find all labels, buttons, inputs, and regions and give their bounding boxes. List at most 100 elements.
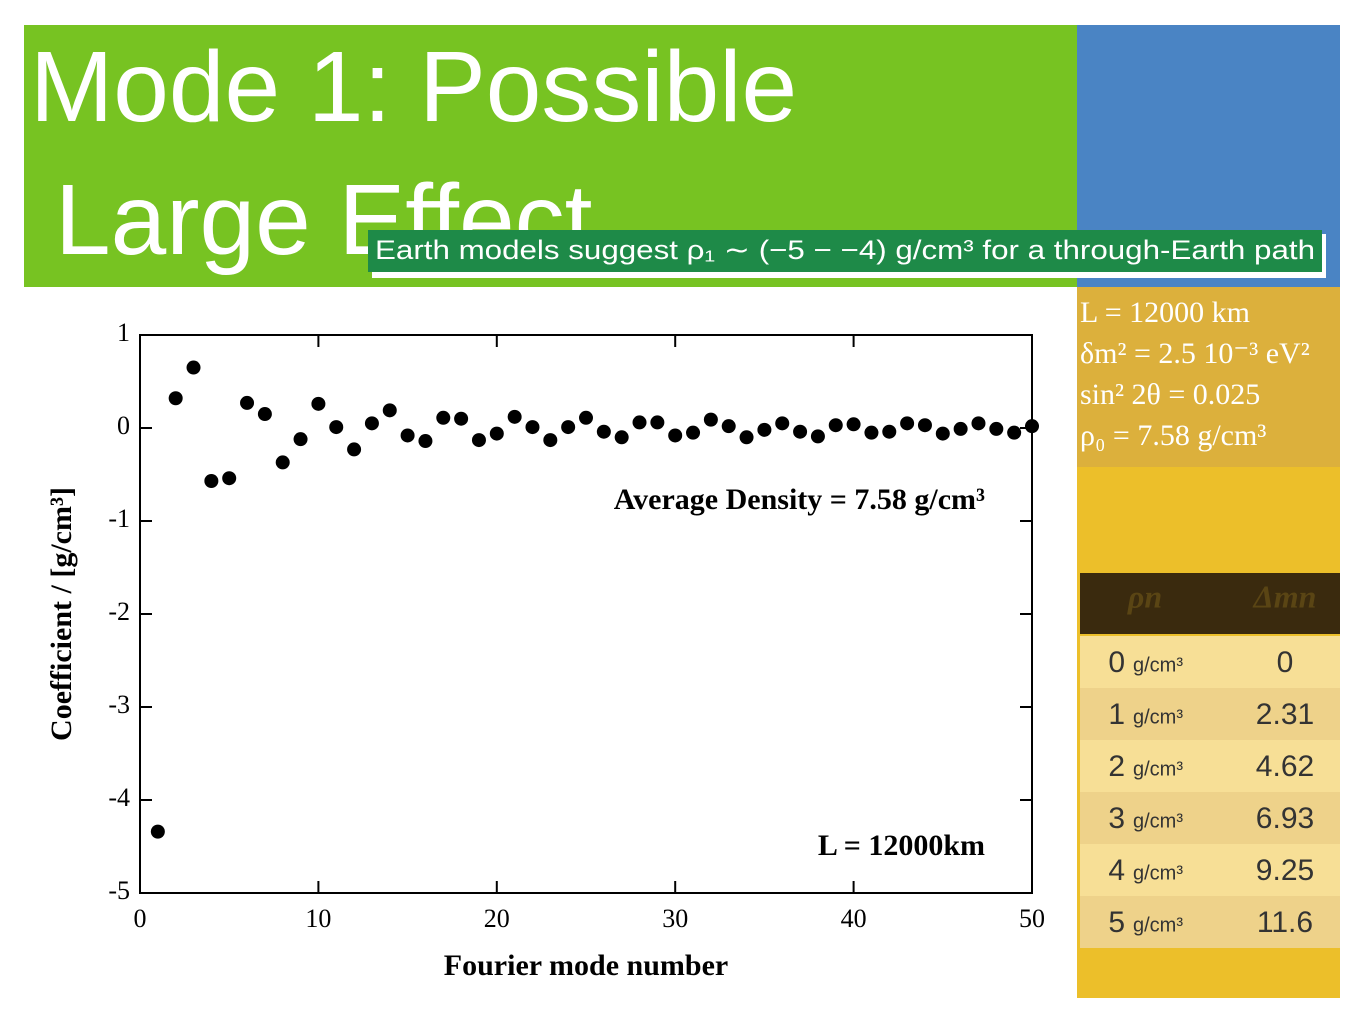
y-tick-label: -2: [108, 597, 130, 626]
table-cell: g/cm³: [1133, 862, 1183, 884]
point: [596, 424, 611, 439]
point: [418, 434, 433, 449]
parameter: δm² = 2.5 10⁻³ eV²: [1080, 337, 1310, 370]
point: [846, 417, 861, 432]
table-cell: 2: [1108, 750, 1125, 783]
parameter: sin² 2θ = 0.025: [1080, 378, 1260, 411]
table-header-cell: Δmn: [1252, 578, 1317, 614]
table-cell: 4.62: [1256, 750, 1314, 783]
x-tick-label: 0: [134, 904, 147, 933]
point: [1025, 419, 1039, 434]
point: [186, 360, 201, 375]
point: [525, 420, 540, 435]
table-cell: 9.25: [1256, 854, 1314, 887]
x-tick-label: 10: [305, 904, 331, 933]
y-tick-label: -5: [108, 876, 130, 905]
point: [864, 425, 879, 440]
point: [793, 424, 808, 439]
annotation: Average Density = 7.58 g/cm³: [614, 483, 985, 516]
point: [828, 418, 843, 433]
banner: [368, 230, 1322, 272]
table-cell: 2.31: [1256, 698, 1314, 731]
point: [311, 396, 326, 411]
point: [543, 433, 558, 448]
y-tick-label: -3: [108, 690, 130, 719]
table-cell: 1: [1108, 698, 1125, 731]
point: [686, 425, 701, 440]
point: [757, 422, 772, 437]
point: [971, 416, 986, 431]
point: [240, 395, 255, 410]
table-header: [1080, 573, 1340, 634]
table-cell: 11.6: [1257, 906, 1313, 939]
point: [882, 424, 897, 439]
point: [668, 428, 683, 443]
table-cell: g/cm³: [1133, 914, 1183, 936]
point: [222, 471, 237, 486]
point: [347, 442, 362, 457]
point: [953, 421, 968, 436]
point: [507, 409, 522, 424]
point: [739, 430, 754, 445]
table-row: [1080, 844, 1340, 896]
param-panel: [1077, 287, 1340, 467]
point: [989, 421, 1004, 436]
point: [436, 410, 451, 425]
y-tick-label: -4: [108, 783, 130, 812]
table-cell: g/cm³: [1133, 758, 1183, 780]
point: [382, 403, 397, 418]
point: [293, 432, 308, 447]
table-row: [1080, 688, 1340, 740]
point: [275, 455, 290, 470]
table-cell: g/cm³: [1133, 654, 1183, 676]
x-tick-label: 50: [1019, 904, 1045, 933]
point: [775, 416, 790, 431]
point: [703, 412, 718, 427]
table-cell: 6.93: [1256, 802, 1314, 835]
point: [935, 426, 950, 441]
point: [168, 391, 183, 406]
point: [561, 420, 576, 435]
table-cell: g/cm³: [1133, 810, 1183, 832]
table-cell: 4: [1108, 854, 1125, 887]
point: [471, 433, 486, 448]
table-row: [1080, 740, 1340, 792]
table-cell: 3: [1108, 802, 1125, 835]
annotation: L = 12000km: [818, 829, 985, 862]
parameter: L = 12000 km: [1080, 296, 1250, 329]
table-cell: 0: [1108, 646, 1125, 679]
parameter: ρ₀ = 7.58 g/cm³: [1080, 419, 1266, 452]
x-tick-label: 30: [662, 904, 688, 933]
table-cell: g/cm³: [1133, 706, 1183, 728]
y-axis-label: Coefficient / [g/cm³]: [45, 487, 78, 741]
y-tick-label: -1: [108, 504, 130, 533]
point: [721, 419, 736, 434]
table-row: [1080, 896, 1340, 948]
point: [810, 429, 825, 444]
table-header-cell: ρn: [1127, 578, 1162, 614]
y-tick-label: 0: [117, 411, 130, 440]
point: [1007, 425, 1022, 440]
point: [364, 416, 379, 431]
banner-text: Earth models suggest ρ₁ ∼ (−5 − −4) g/cm…: [375, 235, 1315, 265]
point: [614, 430, 629, 445]
x-axis-label: Fourier mode number: [444, 949, 728, 982]
point: [329, 420, 344, 435]
point: [400, 428, 415, 443]
point: [204, 474, 219, 489]
table-row: [1080, 636, 1340, 688]
table-cell: 0: [1277, 646, 1294, 679]
point: [917, 418, 932, 433]
point: [150, 824, 165, 839]
point: [650, 415, 665, 430]
table-cell: 5: [1108, 906, 1125, 939]
table-row: [1080, 792, 1340, 844]
y-tick-label: 1: [117, 318, 130, 347]
point: [489, 426, 504, 441]
point: [579, 410, 593, 425]
point: [257, 407, 272, 422]
point: [454, 411, 469, 426]
point: [900, 416, 915, 431]
